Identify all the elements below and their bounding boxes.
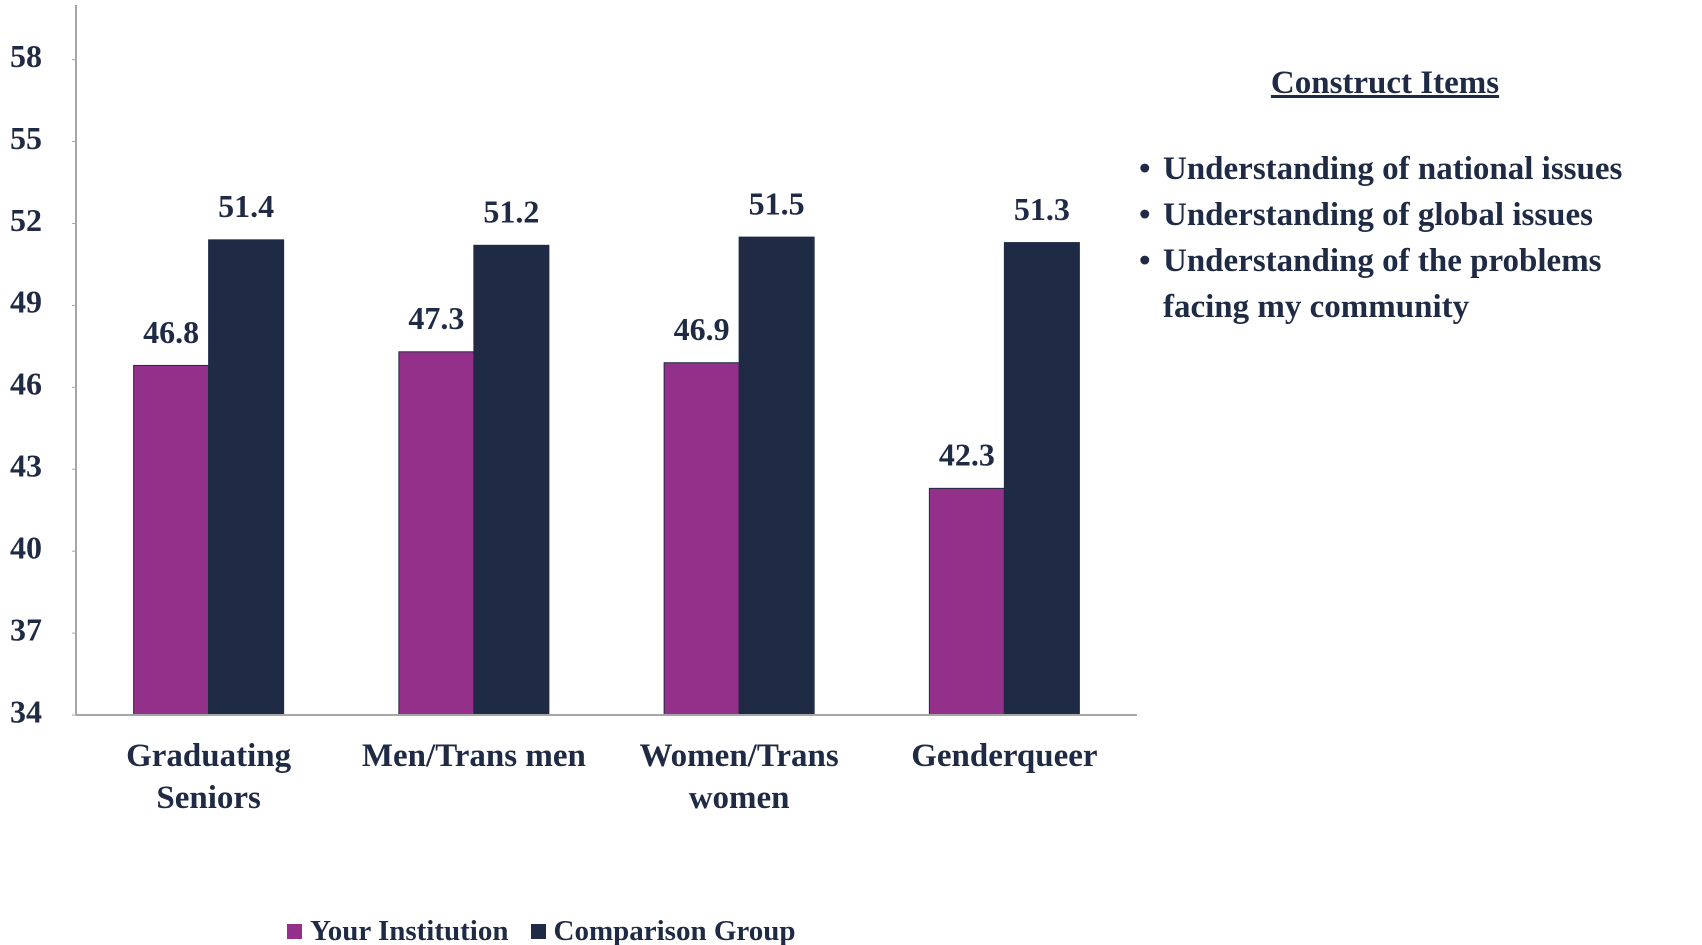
y-tick-label: 34 <box>10 693 42 729</box>
item-list: Understanding of national issuesUndersta… <box>1135 146 1695 330</box>
construct-item: Understanding of the problems facing my … <box>1139 238 1695 330</box>
x-tick-label: Men/Trans men <box>361 738 586 774</box>
legend-swatch <box>287 924 302 939</box>
bar <box>398 351 475 716</box>
bar <box>208 239 285 716</box>
legend-swatch <box>530 924 546 939</box>
legend-item: Your Institution <box>287 915 509 945</box>
bar <box>663 362 740 716</box>
legend-item: Comparison Group <box>530 915 796 945</box>
construct-panel: Construct Items Understanding of nationa… <box>1135 60 1695 330</box>
x-tick-label: Graduating Seniors <box>126 738 292 816</box>
bar <box>928 487 1005 716</box>
data-label: 46.8 <box>143 314 199 350</box>
y-tick-label: 52 <box>10 202 42 238</box>
bar <box>1003 242 1080 716</box>
legend-label: Comparison Group <box>553 915 796 945</box>
legend-label: Your Institution <box>310 915 509 945</box>
bar <box>133 364 210 716</box>
y-tick-label: 58 <box>10 38 42 74</box>
y-tick-label: 37 <box>10 611 42 647</box>
bar <box>738 236 815 716</box>
construct-item: Understanding of national issues <box>1139 146 1695 192</box>
data-label: 46.9 <box>674 311 730 347</box>
y-tick-label: 46 <box>10 366 42 402</box>
legend: Your Institution Comparison Group <box>287 915 795 945</box>
data-label: 51.2 <box>483 194 539 230</box>
construct-item: Understanding of global issues <box>1139 192 1695 238</box>
y-tick-label: 43 <box>10 448 42 484</box>
y-tick-label: 40 <box>10 529 42 565</box>
x-tick-label: Women/Trans women <box>639 738 839 816</box>
x-tick-label: Genderqueer <box>911 738 1098 774</box>
bar <box>473 244 550 716</box>
panel-title: Construct Items <box>1270 65 1500 101</box>
data-label: 42.3 <box>939 437 995 473</box>
data-label: 51.4 <box>218 188 274 224</box>
y-tick-label: 55 <box>10 120 42 156</box>
data-label: 51.5 <box>749 185 805 221</box>
data-label: 51.3 <box>1014 191 1070 227</box>
y-tick-label: 49 <box>10 284 42 320</box>
data-label: 47.3 <box>408 300 464 336</box>
